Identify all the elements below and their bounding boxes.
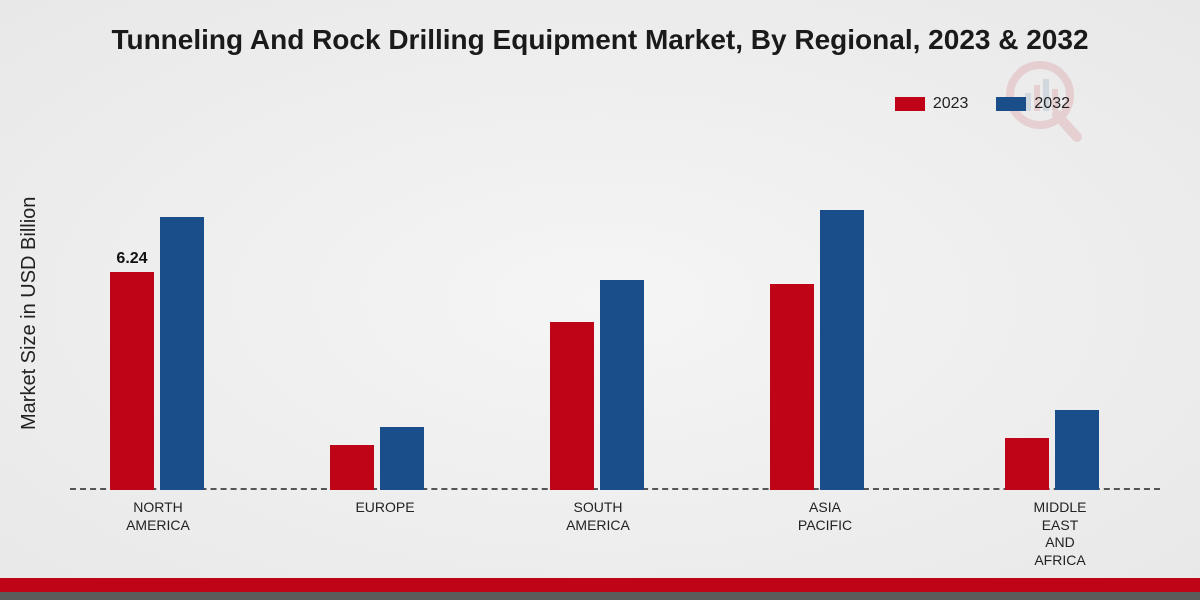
- bar-group: 6.24: [110, 217, 204, 490]
- legend-label: 2023: [933, 95, 969, 113]
- bar: [160, 217, 204, 490]
- bar: [600, 280, 644, 490]
- bar: [330, 445, 374, 491]
- plot-area: 6.24: [70, 140, 1160, 490]
- chart-title: Tunneling And Rock Drilling Equipment Ma…: [0, 24, 1200, 56]
- category-label: EUROPE: [315, 499, 455, 517]
- footer-red-bar: [0, 578, 1200, 592]
- x-axis-labels: NORTHAMERICA EUROPE SOUTHAMERICA ASIAPACIFI…: [70, 495, 1160, 590]
- category-label: SOUTHAMERICA: [528, 499, 668, 534]
- category-label: MIDDLEEASTANDAFRICA: [990, 499, 1130, 569]
- bar: [820, 210, 864, 490]
- legend-swatch: [996, 97, 1026, 111]
- legend-label: 2032: [1034, 95, 1070, 113]
- bar-group: [1005, 410, 1099, 491]
- legend-swatch: [895, 97, 925, 111]
- bar: [1005, 438, 1049, 491]
- legend-item-2023: 2023: [895, 95, 969, 113]
- legend: 2023 2032: [895, 95, 1070, 113]
- bar: [1055, 410, 1099, 491]
- bar-group: [550, 280, 644, 490]
- category-label: NORTHAMERICA: [88, 499, 228, 534]
- category-label: ASIAPACIFIC: [755, 499, 895, 534]
- legend-item-2032: 2032: [996, 95, 1070, 113]
- bar-value-label: 6.24: [116, 250, 147, 268]
- y-axis-label: Market Size in USD Billion: [18, 197, 41, 430]
- bar-group: [330, 427, 424, 490]
- chart-page: Tunneling And Rock Drilling Equipment Ma…: [0, 0, 1200, 600]
- watermark-handle: [1057, 115, 1077, 137]
- bar: [110, 272, 154, 490]
- bar: [550, 322, 594, 490]
- bar: [770, 284, 814, 491]
- bar-group: [770, 210, 864, 490]
- bar: [380, 427, 424, 490]
- footer-grey-bar: [0, 592, 1200, 600]
